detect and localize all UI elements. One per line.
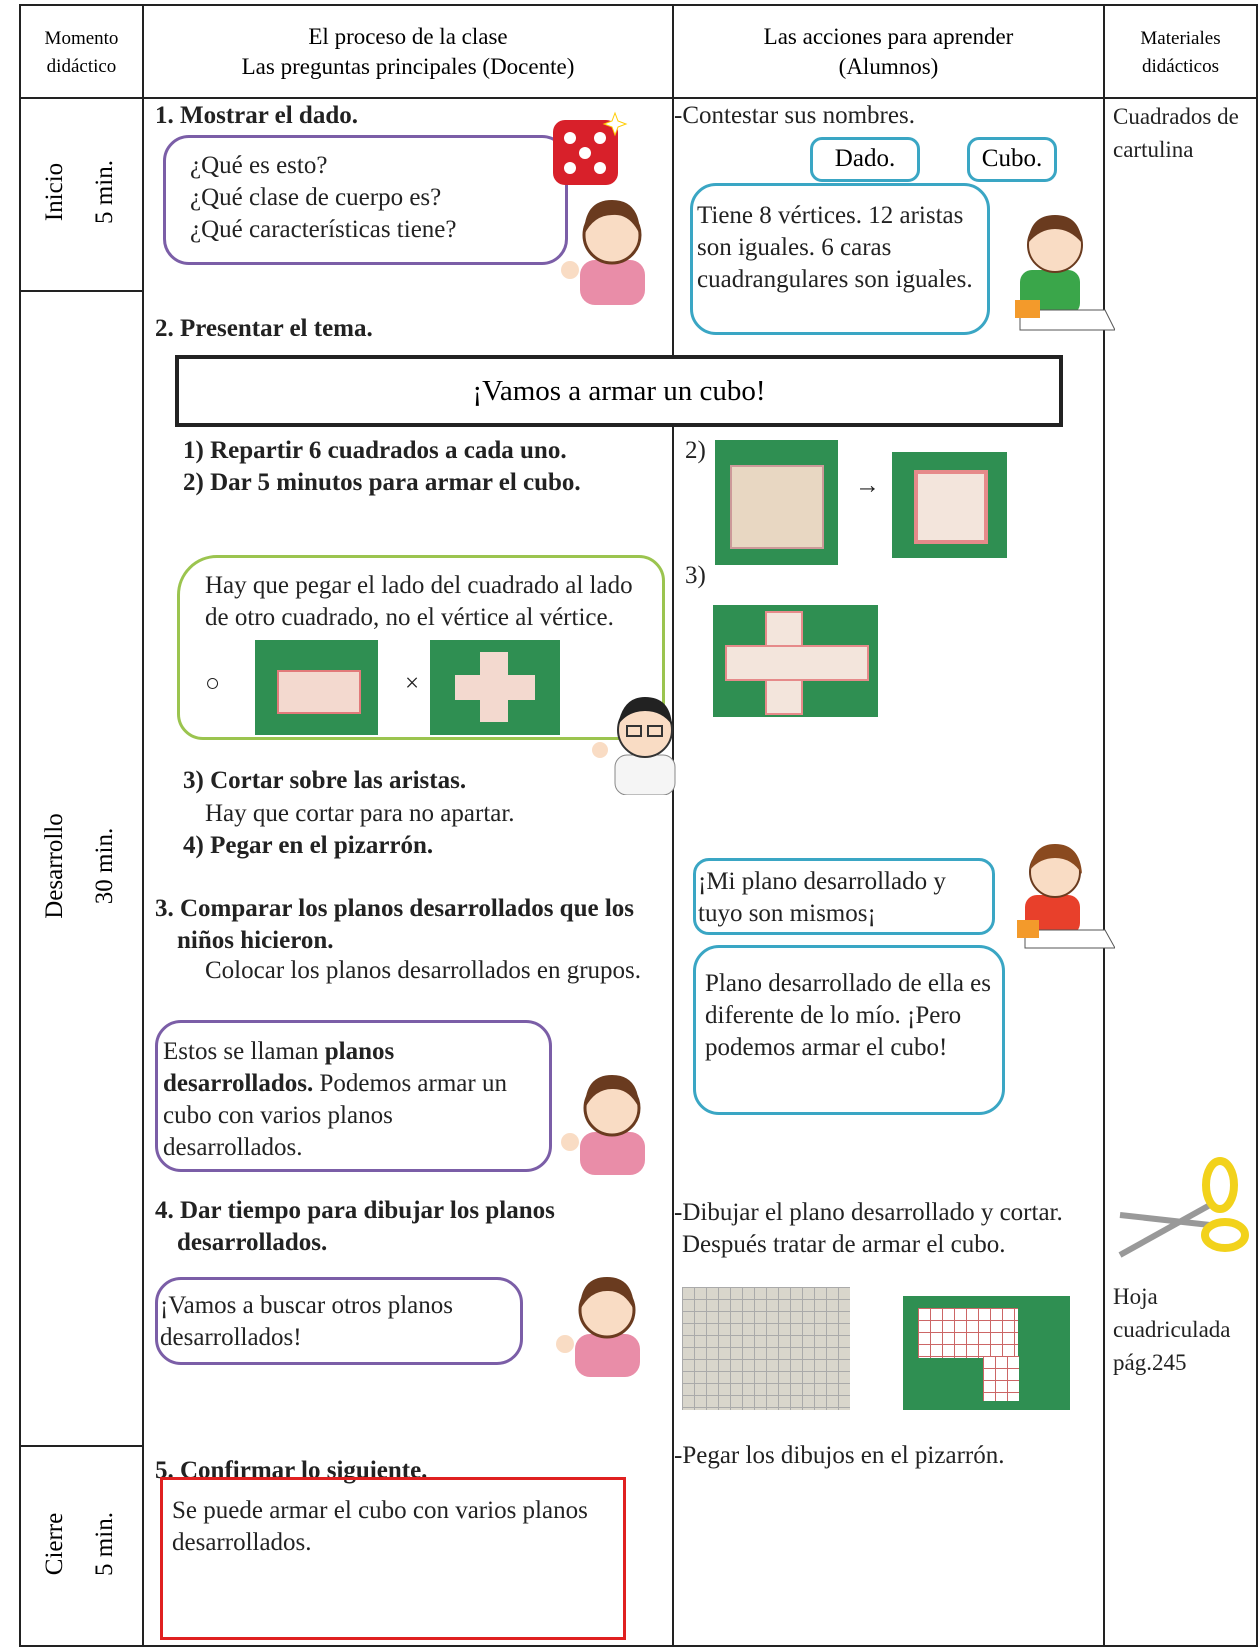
border [672, 427, 674, 1647]
photo [903, 1296, 1070, 1410]
sub-step: 2) Dar 5 minutos para armar el cubo. [183, 469, 581, 496]
label: 3) [685, 562, 706, 589]
border [1256, 4, 1258, 1647]
teacher-illustration [592, 697, 676, 795]
step: 2. Presentar el tema. [155, 315, 373, 342]
action: -Contestar sus nombres. [674, 102, 915, 129]
moment-time: 5 min. [91, 160, 118, 224]
note: Colocar los planos desarrollados en grup… [205, 957, 642, 984]
note: Hay que cortar para no apartar. [205, 800, 515, 827]
moment-name: Cierre [41, 1512, 68, 1576]
header-text: Momento [44, 28, 119, 49]
border [19, 1645, 1257, 1647]
header-text: (Alumnos) [838, 54, 939, 79]
header-cell: Momento didáctico [21, 25, 142, 81]
step: 1. Mostrar el dado. [155, 102, 358, 129]
speech-bubble [693, 858, 995, 935]
border [1103, 4, 1105, 1647]
line: ¿Qué clase de cuerpo es? [190, 184, 442, 211]
action: -Dibujar el plano desarrollado y cortar.… [674, 1199, 1063, 1258]
moment-name: Inicio [41, 162, 68, 222]
text: Podemos armar un cubo con varios planos … [163, 1070, 507, 1161]
scissors-icon [1118, 1157, 1249, 1258]
speech-bubble [693, 945, 1005, 1115]
border [19, 4, 1257, 6]
sub-step: 3) Cortar sobre las aristas. [183, 767, 467, 794]
border [19, 97, 1257, 99]
photo [430, 640, 560, 735]
emphasis: planos desarrollados. [163, 1038, 395, 1097]
photo [713, 605, 878, 717]
moment-time: 30 min. [91, 827, 118, 905]
photo [682, 1287, 850, 1410]
header-text: didácticos [1141, 56, 1220, 77]
speech-bubble [163, 135, 568, 265]
step: 4. Dar tiempo para dibujar los planos de… [155, 1197, 555, 1256]
conclusion-box [160, 1477, 626, 1640]
moment-name: Desarrollo [41, 813, 68, 919]
speech-bubble [155, 1020, 552, 1172]
material: Hoja cuadriculada pág.245 [1113, 1284, 1231, 1375]
answer-bubble: Dado. [810, 137, 920, 182]
moment-time: 5 min. [91, 1512, 118, 1576]
bubble-text: Hay que pegar el lado del cuadrado al la… [205, 572, 633, 631]
border [19, 290, 143, 292]
border [672, 4, 674, 355]
line: ¿Qué es esto? [190, 152, 328, 179]
teacher-illustration [556, 1277, 640, 1377]
border [19, 1445, 143, 1447]
header-text: El proceso de la clase [308, 24, 508, 49]
mark-bad: × [405, 670, 420, 697]
border [19, 4, 21, 1647]
header-cell: Las acciones para aprender (Alumnos) [674, 22, 1103, 82]
arrow: → [855, 472, 880, 499]
bubble-text: Estos se llaman planos desarrollados. Po… [163, 1036, 523, 1164]
speech-bubble [177, 555, 665, 740]
mark-good: ○ [205, 670, 221, 697]
text: Estos se llaman [163, 1038, 325, 1065]
action: -Pegar los dibujos en el pizarrón. [674, 1442, 1005, 1469]
answer-bubble: Cubo. [967, 137, 1057, 182]
dice-icon [553, 111, 628, 185]
bubble-text: ¡Vamos a buscar otros planos desarrollad… [160, 1292, 453, 1351]
photo [255, 640, 378, 735]
header-cell: El proceso de la clase Las preguntas prin… [144, 22, 672, 82]
header-text: Las acciones para aprender [763, 24, 1014, 49]
material: Cuadrados de cartulina [1113, 104, 1239, 162]
photo [892, 452, 1007, 558]
theme-box: ¡Vamos a armar un cubo! [175, 355, 1063, 427]
sub-step: 4) Pegar en el pizarrón. [183, 832, 434, 859]
sub-step: 1) Repartir 6 cuadrados a cada uno. [183, 437, 567, 464]
photo [715, 440, 838, 565]
step: 3. Comparar los planos desarrollados que… [155, 895, 635, 954]
label: 2) [685, 437, 706, 464]
bubble-text: Plano desarrollado de ella es diferente … [705, 970, 992, 1061]
teacher-illustration [561, 1075, 645, 1175]
border [142, 4, 144, 1647]
bubble-text: ¿Qué es esto? ¿Qué clase de cuerpo es? ¿Qu… [190, 150, 457, 246]
teacher-illustration [561, 200, 645, 305]
header-text: didáctico [46, 56, 117, 77]
bubble-text: Tiene 8 vértices. 12 aristas son iguales… [697, 202, 973, 293]
header-text: Las preguntas principales (Docente) [241, 54, 575, 79]
header-cell: Materiales didácticos [1105, 25, 1256, 81]
student-illustration [1017, 844, 1115, 949]
student-illustration [1015, 215, 1115, 331]
conclusion-text: Se puede armar el cubo con varios planos… [172, 1497, 588, 1556]
header-text: Materiales [1140, 28, 1221, 49]
line: ¿Qué características tiene? [190, 216, 457, 243]
speech-bubble [690, 183, 990, 335]
speech-bubble [155, 1277, 523, 1365]
bubble-text: ¡Mi plano desarrollado y tuyo son mismos… [698, 868, 946, 927]
